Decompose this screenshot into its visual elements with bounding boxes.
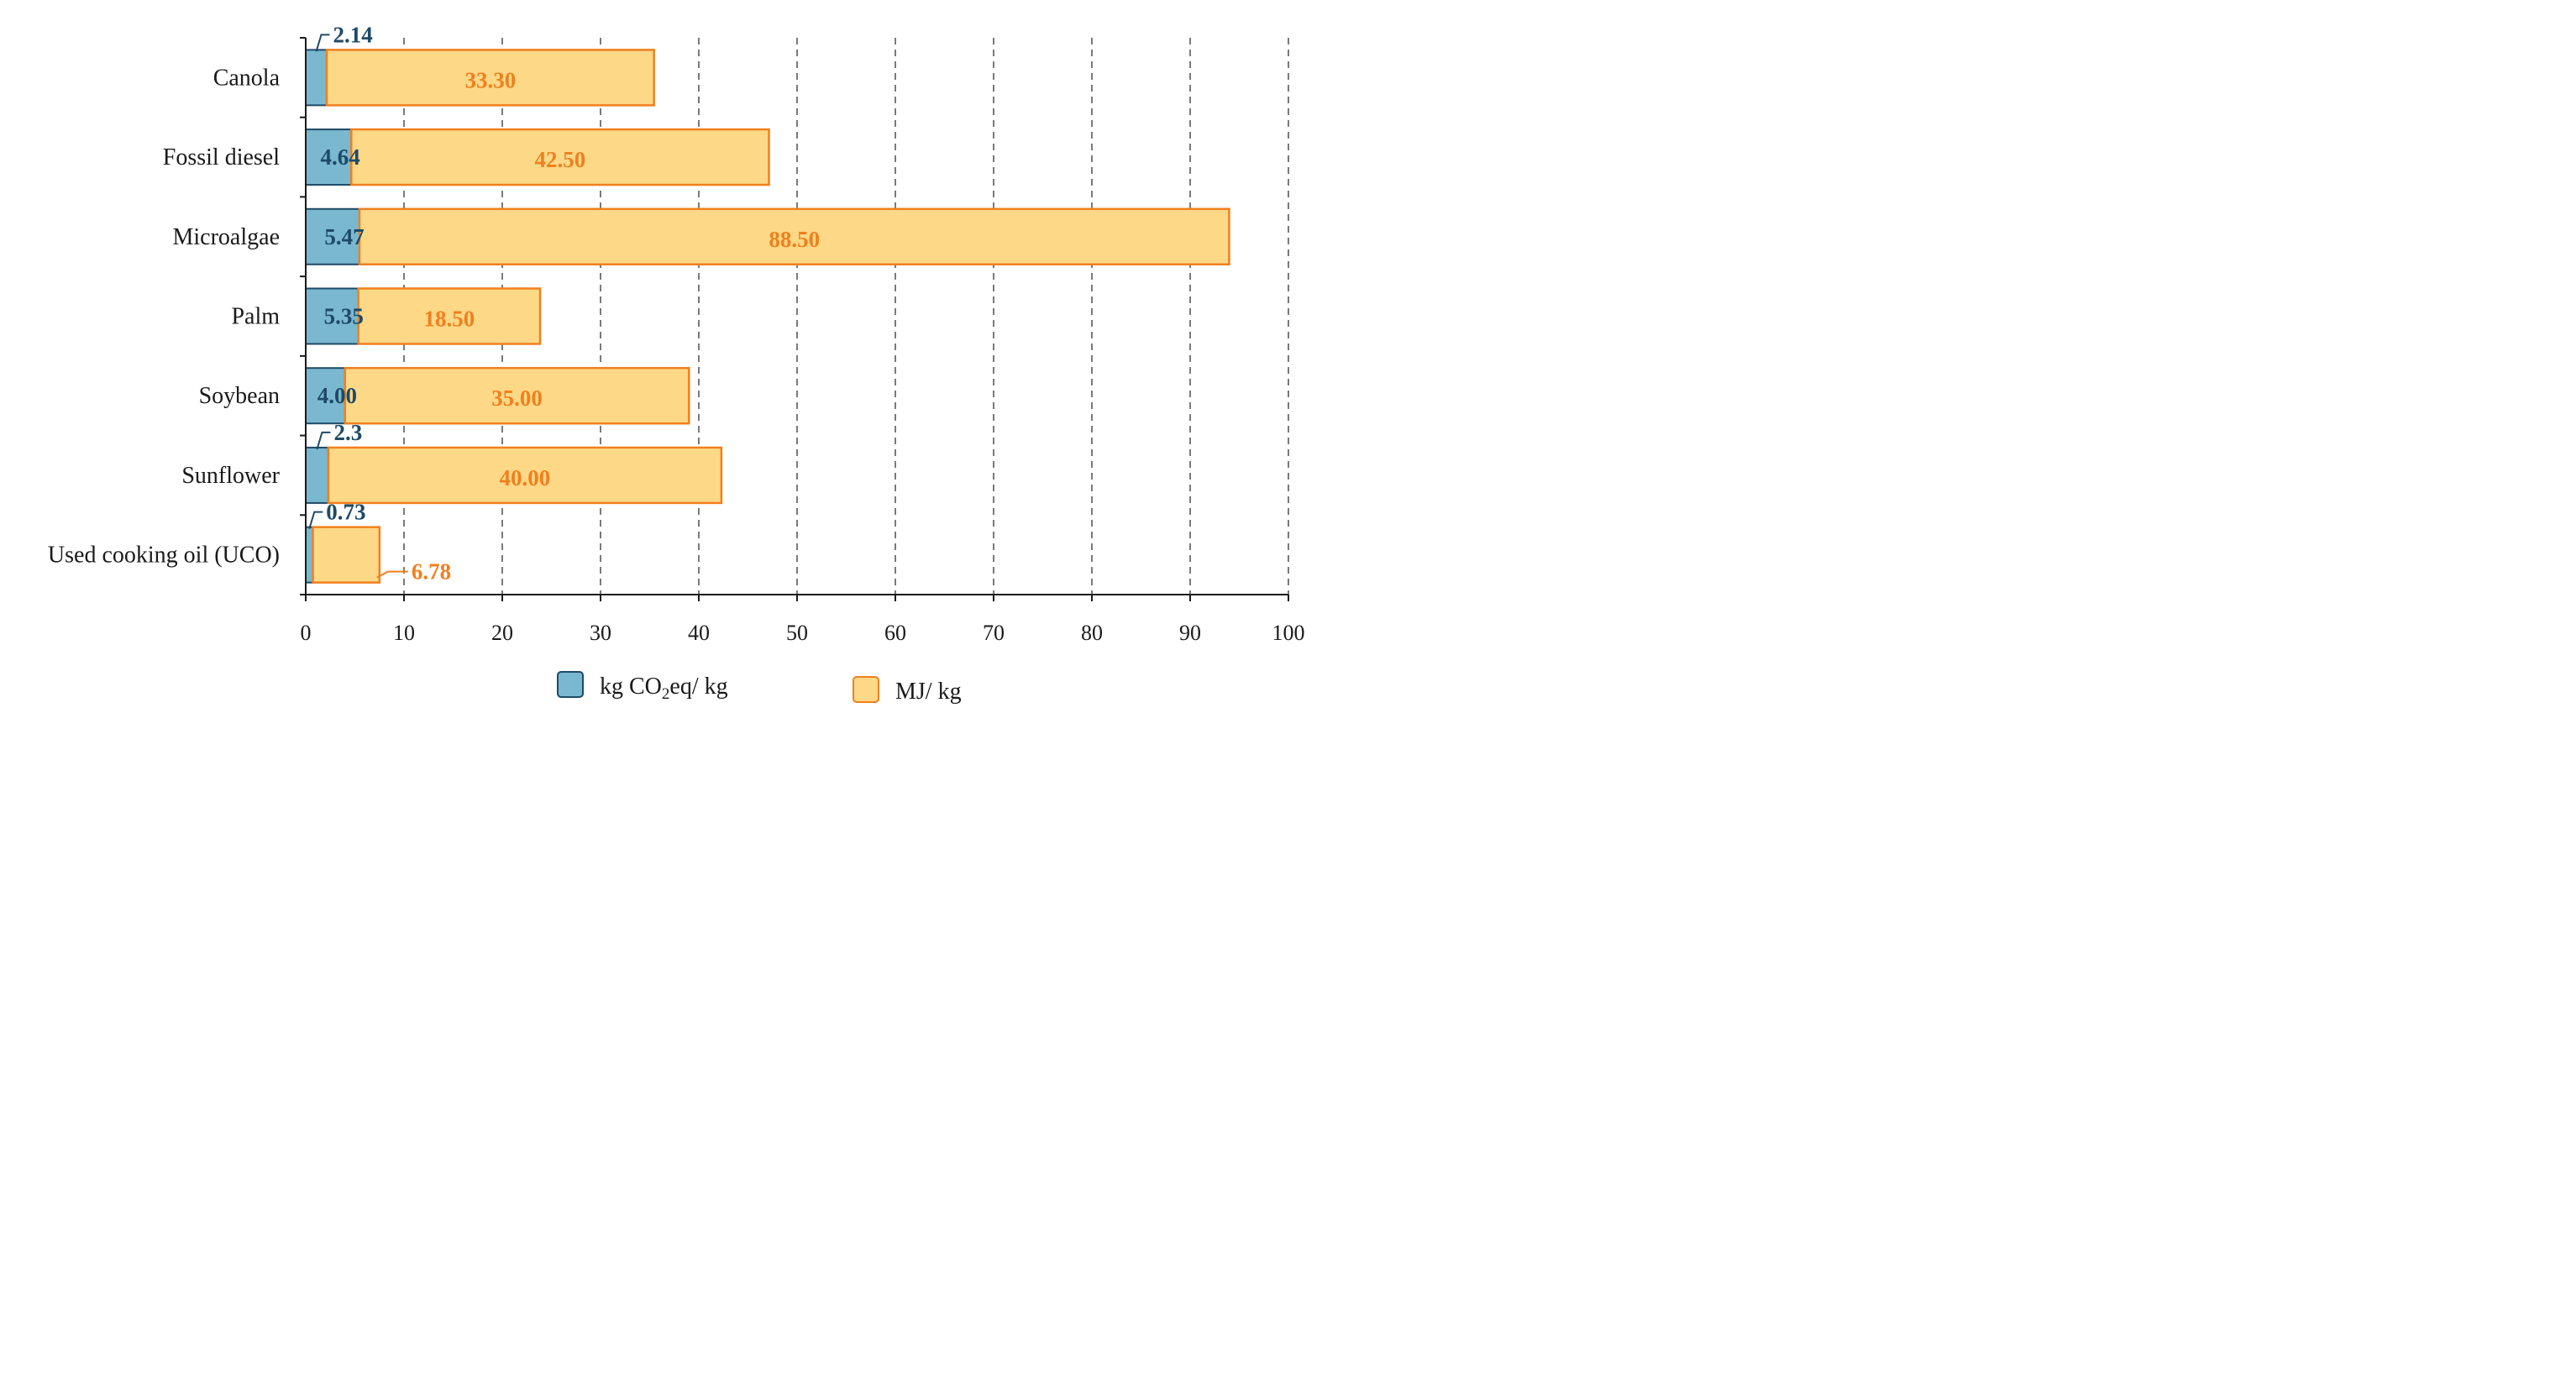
legend-label-mj: MJ/ kg [895,679,962,705]
data-label-co2-6: 0.73 [326,500,365,525]
bar-co2-0 [305,49,328,107]
leader-co2-0 [315,34,330,52]
legend-label-co2: kg CO2eq/ kg [600,674,728,703]
category-label-2: Microalgae [173,224,281,250]
legend: kg CO2eq/ kg MJ/ kg [557,671,962,705]
category-labels: Canola Fossil diesel Microalgae Palm Soybean… [48,65,281,568]
bars [305,49,1230,584]
category-label-1: Fossil diesel [163,144,280,170]
category-label-3: Palm [231,304,280,330]
x-tick-label-90: 90 [1179,621,1201,645]
legend-swatch-co2 [557,671,584,698]
bar-mj-1 [350,128,770,186]
leader-mj-6 [376,570,408,579]
x-tick-label-60: 60 [884,621,906,645]
x-tick-label-100: 100 [1272,621,1305,645]
data-label-mj-3: 18.50 [423,307,475,332]
category-label-0: Canola [213,65,281,91]
bar-co2-5 [305,446,329,504]
category-label-6: Used cooking oil (UCO) [48,543,280,569]
x-tick-label-30: 30 [590,621,611,645]
x-tick-label-70: 70 [983,621,1005,645]
category-label-4: Soybean [199,383,280,409]
chart: Canola Fossil diesel Microalgae Palm Soybean… [48,22,1305,705]
data-labels: 2.14 33.30 4.64 42.50 5.47 88.50 5.35 18.50 4.00… [308,22,820,585]
data-label-co2-0: 2.14 [333,22,373,47]
data-label-mj-5: 40.00 [500,465,551,490]
bar-mj-5 [327,446,723,505]
x-tick-label-0: 0 [301,621,312,645]
legend-swatch-mj [853,676,879,703]
data-label-co2-4: 4.00 [317,383,357,408]
data-label-mj-0: 33.30 [464,67,516,92]
data-label-mj-2: 88.50 [769,227,820,252]
category-label-5: Sunflower [181,463,280,489]
x-tick-label-20: 20 [491,621,513,645]
bar-mj-6 [312,526,381,584]
data-label-co2-2: 5.47 [324,224,364,249]
leader-co2-6 [308,511,323,529]
x-tick-label-80: 80 [1081,621,1103,645]
bar-co2-3 [305,287,359,345]
data-label-co2-3: 5.35 [324,304,364,329]
data-label-mj-6: 6.78 [412,559,451,585]
bar-mj-2 [358,207,1230,266]
bar-mj-3 [357,287,542,345]
data-label-co2-5: 2.3 [333,420,362,445]
bar-co2-2 [305,207,360,265]
tick-labels: 0 10 20 30 40 50 60 70 80 90 100 [301,621,1305,645]
leader-co2-5 [316,431,331,450]
data-label-co2-1: 4.64 [321,144,360,170]
data-label-mj-1: 42.50 [535,147,586,172]
bar-mj-0 [325,49,655,107]
data-label-mj-4: 35.00 [491,385,543,411]
x-tick-label-40: 40 [688,621,710,645]
bar-co2-6 [305,526,314,584]
bar-co2-1 [305,128,353,186]
bar-mj-4 [344,366,690,425]
x-tick-label-10: 10 [393,621,415,645]
x-tick-label-50: 50 [786,621,808,645]
axes [300,37,1289,601]
